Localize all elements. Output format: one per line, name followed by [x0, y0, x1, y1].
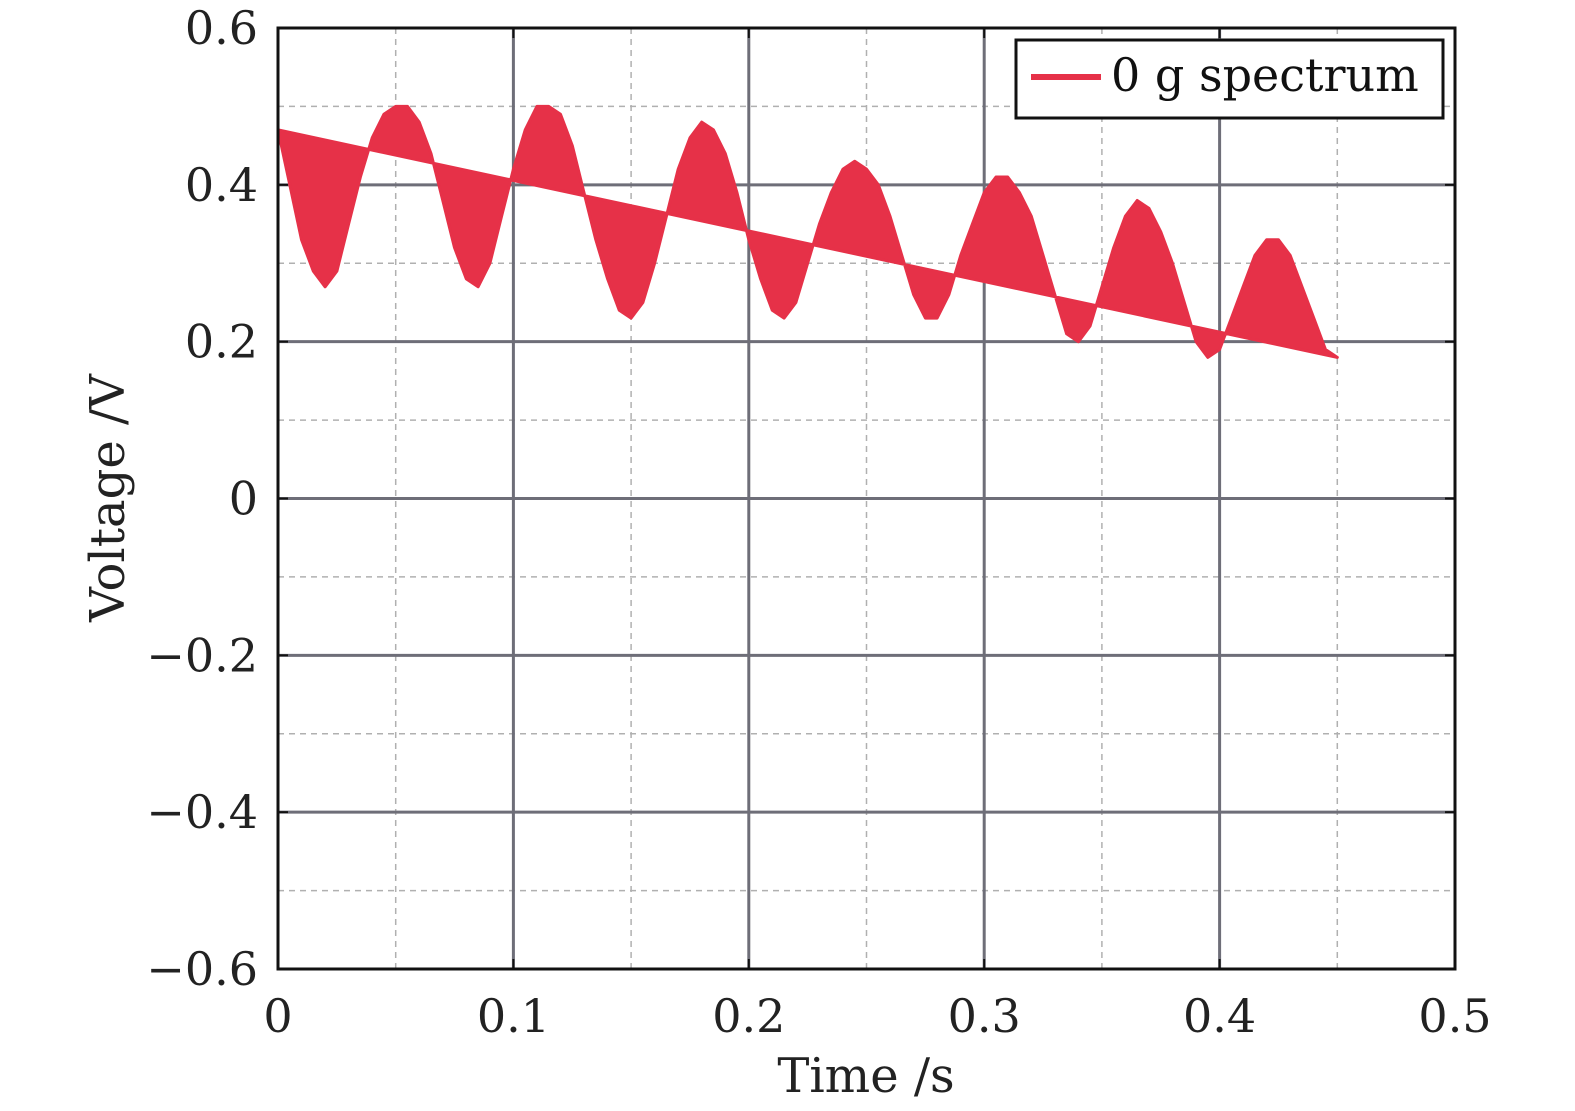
- legend: 0 g spectrum: [1014, 38, 1445, 120]
- x-tick-label: 0: [263, 989, 292, 1043]
- x-tick-label: 0.2: [712, 989, 785, 1043]
- x-tick-label: 0.5: [1418, 989, 1491, 1043]
- series-layer: [276, 104, 1339, 359]
- y-axis-title: Voltage /V: [80, 373, 136, 623]
- x-tick-label: 0.3: [948, 989, 1021, 1043]
- series-0g-spectrum-envelope: [276, 104, 1339, 359]
- x-axis-title: Time /s: [777, 1048, 954, 1104]
- y-tick-label: 0.2: [185, 315, 258, 369]
- y-tick-label: −0.6: [146, 942, 258, 996]
- x-tick-labels: 0 0.1 0.2 0.3 0.4 0.5: [263, 989, 1491, 1043]
- axis-ticks: [277, 27, 1456, 970]
- y-tick-label: 0.4: [185, 158, 258, 212]
- y-tick-label: 0.6: [185, 1, 258, 55]
- y-tick-label: 0: [229, 472, 258, 526]
- y-tick-labels: −0.6 −0.4 −0.2 0 0.2 0.4 0.6: [146, 1, 258, 996]
- x-tick-label: 0.4: [1183, 989, 1256, 1043]
- y-tick-label: −0.2: [146, 628, 258, 682]
- x-tick-label: 0.1: [477, 989, 550, 1043]
- y-tick-label: −0.4: [146, 785, 258, 839]
- legend-label: 0 g spectrum: [1111, 48, 1419, 102]
